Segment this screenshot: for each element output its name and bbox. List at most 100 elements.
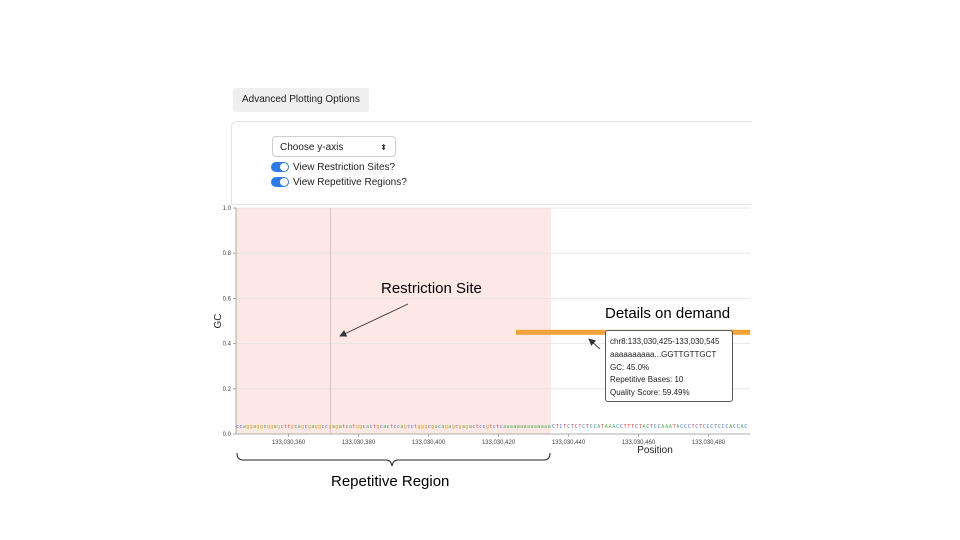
sequence-base: a — [510, 424, 513, 430]
sequence-base: c — [479, 424, 482, 430]
sequence-base: g — [267, 424, 270, 430]
sequence-base: c — [483, 424, 486, 430]
sequence-base: g — [328, 424, 331, 430]
sequence-base: T — [631, 424, 634, 430]
sequence-base: T — [601, 424, 604, 430]
repetitive-region-brace — [236, 452, 551, 467]
details-tooltip: chr8:133,030,425-133,030,545 aaaaaaaaaa.… — [605, 330, 733, 402]
sequence-base: c — [472, 424, 475, 430]
sequence-base: t — [342, 424, 345, 430]
sequence-base: A — [612, 424, 615, 430]
sequence-base: C — [582, 424, 585, 430]
toggle-restriction-sites[interactable]: View Restriction Sites? — [271, 160, 395, 174]
sequence-base: T — [673, 424, 676, 430]
sequence-base: a — [544, 424, 547, 430]
advanced-plotting-options-tab[interactable]: Advanced Plotting Options — [233, 88, 369, 112]
sequence-base: g — [486, 424, 489, 430]
sequence-base: g — [270, 424, 273, 430]
sequence-base: t — [496, 424, 499, 430]
sequence-base: c — [493, 424, 496, 430]
sequence-base: C — [646, 424, 649, 430]
sequence-base: t — [352, 424, 355, 430]
sequence-base: C — [695, 424, 698, 430]
sequence-base: A — [609, 424, 612, 430]
sequence-base: g — [421, 424, 424, 430]
sequence-base: C — [710, 424, 713, 430]
sequence-base: C — [590, 424, 593, 430]
details-arrow — [588, 338, 601, 350]
sequence-base: c — [411, 424, 414, 430]
sequence-base: T — [578, 424, 581, 430]
sequence-base: c — [346, 424, 349, 430]
sequence-base: c — [370, 424, 373, 430]
x-tick-label: 133,030,480 — [692, 440, 726, 446]
sequence-base: g — [376, 424, 379, 430]
sequence-base: T — [639, 424, 642, 430]
y-tick-label: 0.4 — [223, 342, 232, 348]
sequence-base: t — [476, 424, 479, 430]
sequence-base: c — [394, 424, 397, 430]
sequence-base: A — [740, 424, 743, 430]
sequence-base: A — [669, 424, 672, 430]
sequence-base: c — [428, 424, 431, 430]
sequence-base: a — [520, 424, 523, 430]
sequence-base: c — [322, 424, 325, 430]
sequence-base: A — [605, 424, 608, 430]
sequence-base: g — [459, 424, 462, 430]
sequence-base: g — [417, 424, 420, 430]
toggle-label: View Restriction Sites? — [293, 161, 396, 173]
x-tick-label: 133,030,380 — [342, 440, 376, 446]
sequence-base: c — [407, 424, 410, 430]
sequence-base: t — [373, 424, 376, 430]
sequence-base: g — [445, 424, 448, 430]
x-tick-label: 133,030,440 — [552, 440, 586, 446]
sequence-base: t — [287, 424, 290, 430]
sequence-base: A — [642, 424, 645, 430]
sequence-base: C — [703, 424, 706, 430]
tooltip-gc: GC: 45.0% — [610, 362, 650, 372]
sequence-base: a — [448, 424, 451, 430]
sequence-base: c — [387, 424, 390, 430]
sequence-base: C — [593, 424, 596, 430]
y-axis-label: GC — [213, 314, 224, 329]
sequence-base: c — [455, 424, 458, 430]
sequence-base: C — [680, 424, 683, 430]
sequence-base: a — [524, 424, 527, 430]
toggle-switch-icon[interactable] — [271, 177, 289, 187]
repetitive-region-annotation: Repetitive Region — [331, 473, 450, 490]
toggle-switch-icon[interactable] — [271, 162, 289, 172]
sequence-base: g — [277, 424, 280, 430]
sequence-base: g — [301, 424, 304, 430]
y-tick-label: 0.6 — [223, 296, 232, 302]
repetitive-region-band — [236, 208, 551, 434]
sequence-base: c — [438, 424, 441, 430]
sequence-base: a — [527, 424, 530, 430]
yaxis-select-label: Choose y-axis — [280, 142, 344, 153]
sequence-base: c — [281, 424, 284, 430]
tooltip-sequence: aaaaaaaaaa...GGTTGTTGCT — [610, 349, 717, 359]
sequence-base: a — [469, 424, 472, 430]
yaxis-select[interactable]: Choose y-axis ⬍ — [272, 136, 396, 157]
restriction-site-annotation: Restriction Site — [381, 280, 482, 297]
sequence-base: T — [650, 424, 653, 430]
sequence-base: g — [465, 424, 468, 430]
sequence-base: g — [257, 424, 260, 430]
sequence-base: a — [311, 424, 314, 430]
sequence-base: c — [397, 424, 400, 430]
sequence-base: A — [661, 424, 664, 430]
sequence-base: C — [725, 424, 728, 430]
sequence-base: a — [366, 424, 369, 430]
sequence-base: C — [684, 424, 687, 430]
sequence-base: A — [665, 424, 668, 430]
x-tick-label: 133,030,420 — [482, 440, 516, 446]
sequence-base: a — [298, 424, 301, 430]
sequence-base: g — [424, 424, 427, 430]
sequence-base: c — [263, 424, 266, 430]
sequence-base: g — [318, 424, 321, 430]
sequence-base: T — [563, 424, 566, 430]
sequence-base: C — [744, 424, 747, 430]
toggle-repetitive-regions[interactable]: View Repetitive Regions? — [271, 175, 407, 189]
sequence-base: t — [390, 424, 393, 430]
sequence-base: a — [243, 424, 246, 430]
